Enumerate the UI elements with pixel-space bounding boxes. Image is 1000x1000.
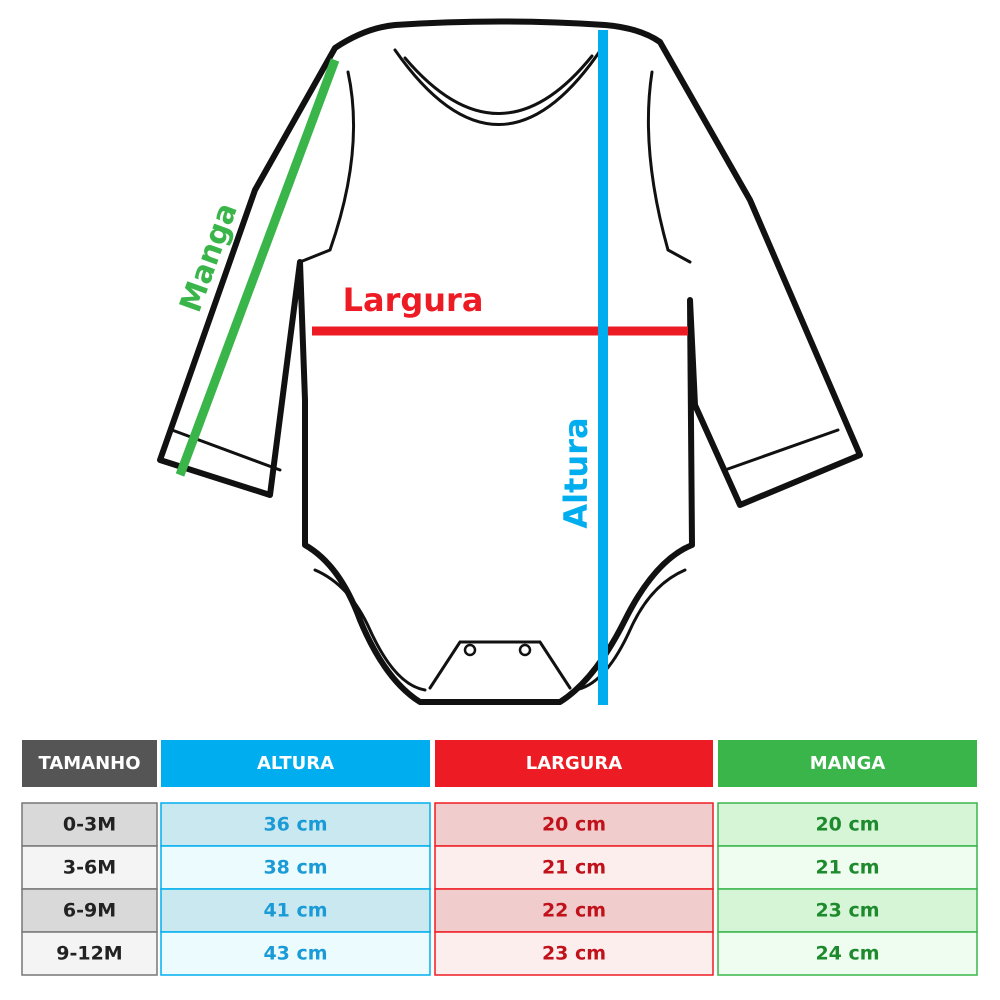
header-cell xyxy=(22,740,157,787)
table-cell xyxy=(160,888,431,933)
header-label: LARGURA xyxy=(526,753,623,774)
table-cell xyxy=(21,802,158,847)
size-label: 6-9M xyxy=(63,900,116,922)
table-cell xyxy=(21,888,158,933)
header-label: ALTURA xyxy=(257,753,334,774)
leg-right xyxy=(573,568,687,692)
neckline-inner xyxy=(403,54,594,115)
cell-value: 20 cm xyxy=(815,814,879,836)
snap xyxy=(463,643,477,657)
cell-value: 23 cm xyxy=(542,943,606,965)
cell-value: 24 cm xyxy=(815,943,879,965)
table-cell xyxy=(434,888,714,933)
size-label: 3-6M xyxy=(63,857,116,879)
crotch-flap xyxy=(428,640,572,690)
neckline xyxy=(393,46,604,126)
header-label: MANGA xyxy=(810,753,886,774)
size-table: TAMANHO ALTURA LARGURA MANGA 0-3M 36 cm 20 cm 2… xyxy=(21,740,978,976)
cell-value: 43 cm xyxy=(263,943,327,965)
cuff-right xyxy=(723,428,840,472)
sleeve-measure xyxy=(175,58,340,477)
bodysuit xyxy=(157,18,863,705)
table-cell xyxy=(21,845,158,890)
size-label: 9-12M xyxy=(56,943,122,965)
table-cell xyxy=(160,931,431,976)
bodysuit-outline xyxy=(157,18,863,705)
table-cell xyxy=(717,931,978,976)
header-cell xyxy=(161,740,430,787)
table-cell xyxy=(21,931,158,976)
cell-value: 20 cm xyxy=(542,814,606,836)
cell-value: 21 cm xyxy=(815,857,879,879)
raglan-right xyxy=(646,70,692,264)
cell-value: 22 cm xyxy=(542,900,606,922)
width-label: Largura xyxy=(343,281,484,319)
table-cell xyxy=(434,802,714,847)
table-cell xyxy=(434,931,714,976)
header-cell xyxy=(435,740,713,787)
leg-left xyxy=(313,568,427,692)
cell-value: 38 cm xyxy=(263,857,327,879)
table-cell xyxy=(717,888,978,933)
cell-value: 23 cm xyxy=(815,900,879,922)
raglan-left xyxy=(298,70,356,264)
header-cell xyxy=(718,740,977,787)
cell-value: 21 cm xyxy=(542,857,606,879)
snap xyxy=(518,643,532,657)
height-label: Altura xyxy=(557,417,595,528)
size-label: 0-3M xyxy=(63,814,116,836)
header-label: TAMANHO xyxy=(38,753,140,774)
table-cell xyxy=(160,802,431,847)
table-cell xyxy=(160,845,431,890)
cell-value: 41 cm xyxy=(263,900,327,922)
cell-value: 36 cm xyxy=(263,814,327,836)
